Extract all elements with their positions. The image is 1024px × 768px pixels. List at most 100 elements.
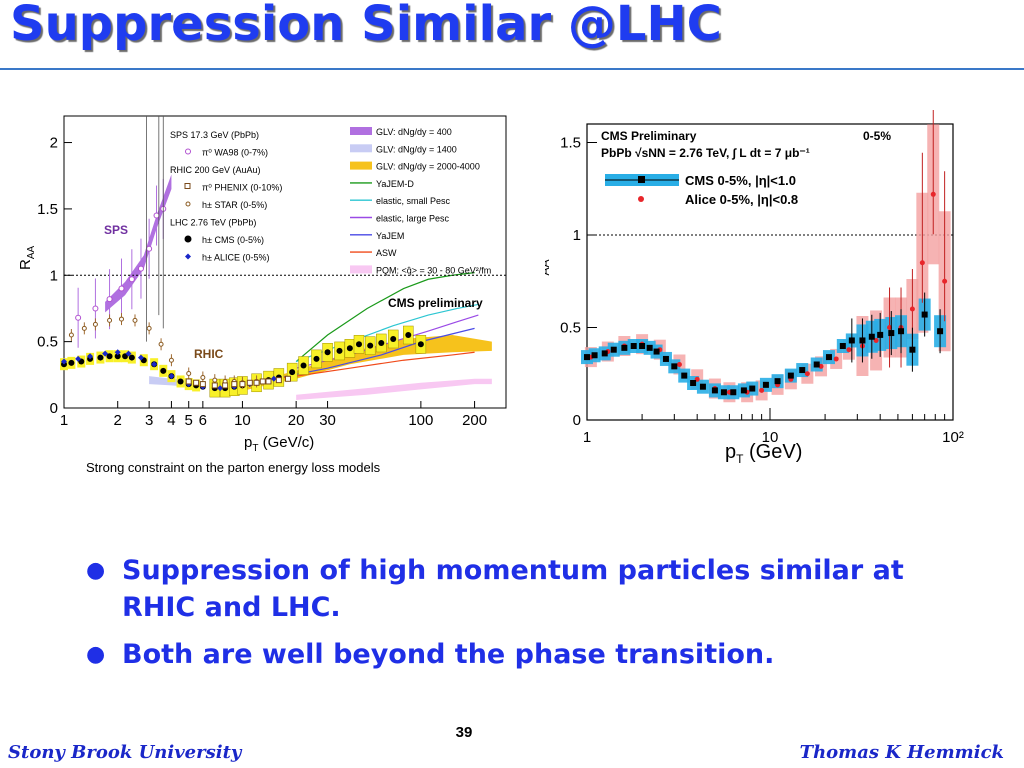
left-ytick-label: 0.5 bbox=[37, 334, 58, 351]
left-star-point bbox=[118, 316, 124, 322]
left-alice-point bbox=[75, 355, 82, 362]
left-plot-frame bbox=[63, 115, 507, 409]
left-xtick-label: 20 bbox=[288, 412, 305, 429]
left-cms-preliminary: CMS preliminary bbox=[388, 296, 483, 310]
left-xtick-label: 1 bbox=[60, 412, 68, 429]
right-cms-point bbox=[868, 333, 875, 340]
left-xtick-label: 10 bbox=[234, 412, 251, 429]
right-cms-point bbox=[787, 372, 794, 379]
left-cms-point bbox=[378, 339, 385, 346]
left-legend-entry: SPS 17.3 GeV (PbPb) bbox=[170, 130, 259, 140]
left-star-point bbox=[68, 332, 74, 338]
left-phenix-point bbox=[222, 382, 229, 389]
right-alice-point bbox=[818, 363, 824, 369]
left-legend-entry: elastic, small Pesc bbox=[376, 196, 451, 206]
left-wa98-point bbox=[92, 305, 99, 312]
right-cms-point bbox=[621, 344, 628, 351]
right-cms-point bbox=[762, 381, 769, 388]
left-cms-point bbox=[390, 335, 397, 342]
right-alice-point bbox=[759, 387, 765, 393]
left-xtick-label: 6 bbox=[199, 412, 207, 429]
left-legend-entry: YaJEM-D bbox=[376, 179, 414, 189]
left-phenix-point bbox=[185, 378, 192, 385]
left-ytick-label: 1.5 bbox=[37, 201, 58, 218]
left-cms-point bbox=[289, 369, 296, 376]
left-phenix-point bbox=[239, 381, 246, 388]
right-cms-point bbox=[711, 387, 718, 394]
left-legend-entry: GLV: dNg/dy = 2000-4000 bbox=[376, 162, 480, 172]
left-alice-point bbox=[125, 350, 132, 357]
right-cms-point bbox=[848, 337, 855, 344]
right-cms-point bbox=[774, 378, 781, 385]
left-cms-point bbox=[177, 378, 184, 385]
right-cms-point bbox=[799, 367, 806, 374]
left-legend-swatch bbox=[350, 265, 372, 274]
left-xlabel: pT (GeV/c) bbox=[244, 434, 314, 454]
right-legend-alice: Alice 0-5%, |η|<0.8 bbox=[685, 192, 798, 207]
right-cms-point bbox=[740, 387, 747, 394]
left-legend-swatch bbox=[350, 161, 372, 170]
left-cms-point bbox=[336, 347, 343, 354]
right-cms-point bbox=[909, 346, 916, 353]
left-star-point bbox=[158, 341, 164, 347]
left-star-point bbox=[212, 377, 218, 383]
left-star-point bbox=[132, 317, 138, 323]
left-legend-swatch bbox=[350, 144, 372, 153]
right-xtick-label: 1 bbox=[583, 429, 591, 446]
left-cms-point bbox=[417, 341, 424, 348]
left-wa98-point bbox=[128, 276, 135, 283]
bullet-item-2: ● Both are well beyond the phase transiti… bbox=[86, 636, 946, 673]
right-cms-point bbox=[825, 354, 832, 361]
right-ytick-label: 1 bbox=[573, 227, 581, 244]
left-star-point bbox=[200, 374, 206, 380]
right-cms-point bbox=[662, 355, 669, 362]
right-alice-point bbox=[930, 191, 936, 197]
right-cms-point bbox=[877, 331, 884, 338]
left-legend-entry: h± CMS (0-5%) bbox=[202, 235, 264, 245]
left-phenix-point bbox=[246, 379, 253, 386]
left-legend-entry: LHC 2.76 TeV (PbPb) bbox=[170, 218, 256, 228]
right-ytick-label: 0.5 bbox=[560, 320, 581, 337]
right-alice-point bbox=[919, 260, 925, 266]
left-rhic-label: RHIC bbox=[194, 347, 224, 361]
left-ytick-label: 2 bbox=[50, 135, 58, 152]
left-xtick-label: 2 bbox=[114, 412, 122, 429]
left-xtick-label: 5 bbox=[185, 412, 193, 429]
left-cms-point bbox=[106, 353, 113, 360]
left-cms-point bbox=[97, 354, 104, 361]
left-cms-point bbox=[405, 332, 412, 338]
left-alice-point bbox=[61, 358, 67, 365]
left-phenix-point bbox=[211, 382, 218, 389]
left-xtick-label: 100 bbox=[408, 412, 433, 429]
right-cms-point bbox=[898, 328, 905, 335]
left-wa98-point bbox=[153, 212, 160, 219]
left-xtick-label: 4 bbox=[167, 412, 175, 429]
right-xtick-label: 10 bbox=[762, 429, 779, 446]
left-chart: 1 2 3 4 5 6 10 20 30 100 200 0 0.5 1 1.5 2 SPS RHIC CMS… bbox=[17, 115, 507, 475]
left-phenix-point bbox=[193, 379, 200, 386]
left-phenix-point bbox=[265, 378, 272, 385]
left-xtick-label: 3 bbox=[145, 412, 153, 429]
left-legend-entry: ASW bbox=[376, 248, 397, 258]
left-cms-point bbox=[355, 341, 362, 348]
bullet-item-1: ● Suppression of high momentum particles … bbox=[86, 552, 946, 626]
left-cms-point bbox=[313, 355, 320, 362]
right-cms-point bbox=[646, 344, 653, 351]
left-alice-point bbox=[168, 373, 175, 380]
left-cms-point bbox=[346, 345, 353, 352]
right-cms-point bbox=[888, 330, 895, 337]
left-alice-point bbox=[114, 349, 121, 356]
right-cms-point bbox=[690, 380, 697, 386]
bullet-list: ● Suppression of high momentum particles … bbox=[86, 552, 946, 683]
right-cms-point bbox=[813, 361, 820, 368]
left-cms-point bbox=[122, 353, 129, 360]
left-ytick-label: 1 bbox=[50, 267, 58, 284]
left-star-point bbox=[186, 370, 192, 376]
left-legend-marker bbox=[185, 201, 191, 207]
right-cms-point bbox=[610, 346, 617, 353]
left-ylabel: RAA bbox=[17, 245, 37, 270]
left-cms-point bbox=[128, 354, 135, 361]
right-alice-point bbox=[942, 278, 948, 284]
right-cms-point bbox=[699, 383, 706, 390]
left-cms-point bbox=[114, 353, 121, 360]
